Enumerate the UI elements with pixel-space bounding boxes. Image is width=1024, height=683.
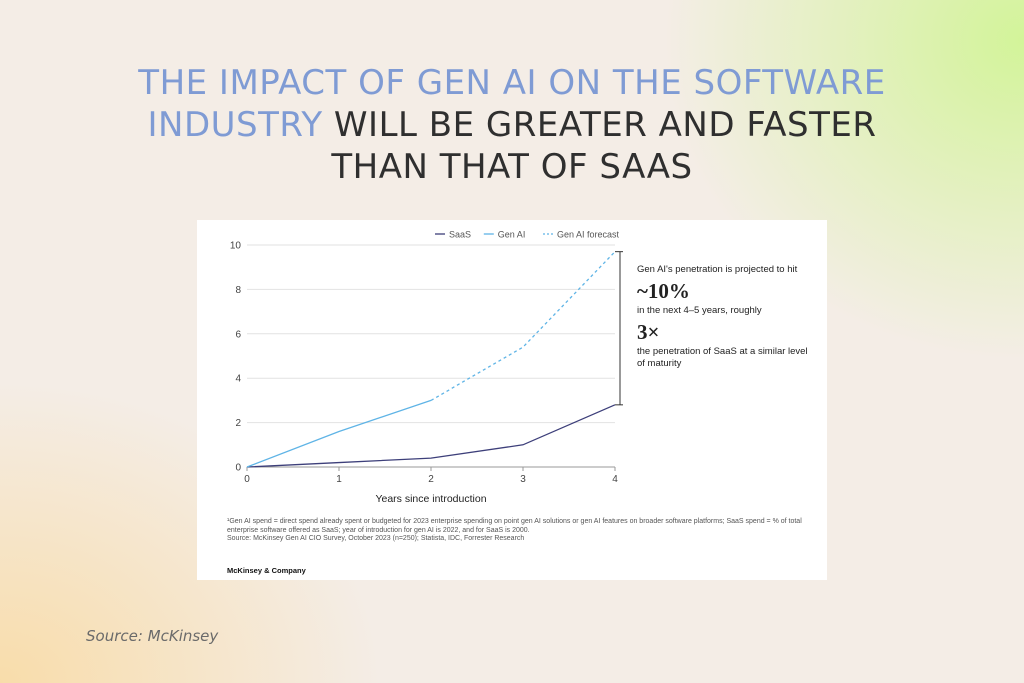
x-axis-label: Years since introduction: [375, 493, 486, 505]
chart-card: 0 2 4 6 8 10 0 1 2 3 4 Years since introduction SaaS…: [197, 220, 827, 580]
footnote-source: Source: McKinsey Gen AI CIO Survey, Octo…: [227, 535, 525, 543]
annotation-line-2: in the next 4–5 years, roughly: [637, 305, 762, 316]
legend-label: Gen AI: [498, 230, 526, 240]
x-tick-label: 3: [520, 474, 526, 485]
series-line-saas: [246, 404, 616, 468]
annotation-big-1: ~10%: [637, 279, 690, 303]
x-tick-label: 4: [612, 474, 618, 485]
source-caption: Source: McKinsey: [86, 627, 219, 645]
y-tick-label: 4: [235, 374, 241, 385]
annotation-line-3: the penetration of SaaS at a similar lev…: [637, 346, 808, 369]
series-line-gen-ai-forecast: [430, 251, 616, 401]
legend-label: Gen AI forecast: [557, 230, 620, 240]
annotation-big-2: 3×: [637, 320, 660, 344]
x-tick-label: 2: [428, 474, 434, 485]
legend-label: SaaS: [449, 230, 471, 240]
x-tick-label: 0: [244, 474, 250, 485]
series-line-gen-ai: [246, 399, 432, 468]
y-tick-label: 8: [235, 285, 241, 296]
footnote-definition: ¹Gen AI spend = direct spend already spe…: [227, 518, 802, 534]
y-tick-label: 10: [230, 241, 242, 252]
headline-highlight: THE IMPACT OF GEN AI ON THE SOFTWARE IND…: [138, 63, 886, 145]
headline-rest: WILL BE GREATER AND FASTER THAN THAT OF …: [322, 105, 877, 187]
headline: THE IMPACT OF GEN AI ON THE SOFTWARE IND…: [100, 62, 924, 188]
line-chart: 0 2 4 6 8 10 0 1 2 3 4 Years since introduction SaaS…: [230, 230, 623, 505]
x-tick-label: 1: [336, 474, 342, 485]
y-tick-label: 6: [235, 329, 241, 340]
annotation-block: Gen AI's penetration is projected to hit…: [637, 264, 817, 370]
brand-label: McKinsey & Company: [227, 566, 306, 575]
y-tick-label: 2: [235, 418, 241, 429]
annotation-line-1: Gen AI's penetration is projected to hit: [637, 264, 798, 275]
footnote: ¹Gen AI spend = direct spend already spe…: [227, 518, 807, 544]
y-tick-label: 0: [235, 463, 241, 474]
